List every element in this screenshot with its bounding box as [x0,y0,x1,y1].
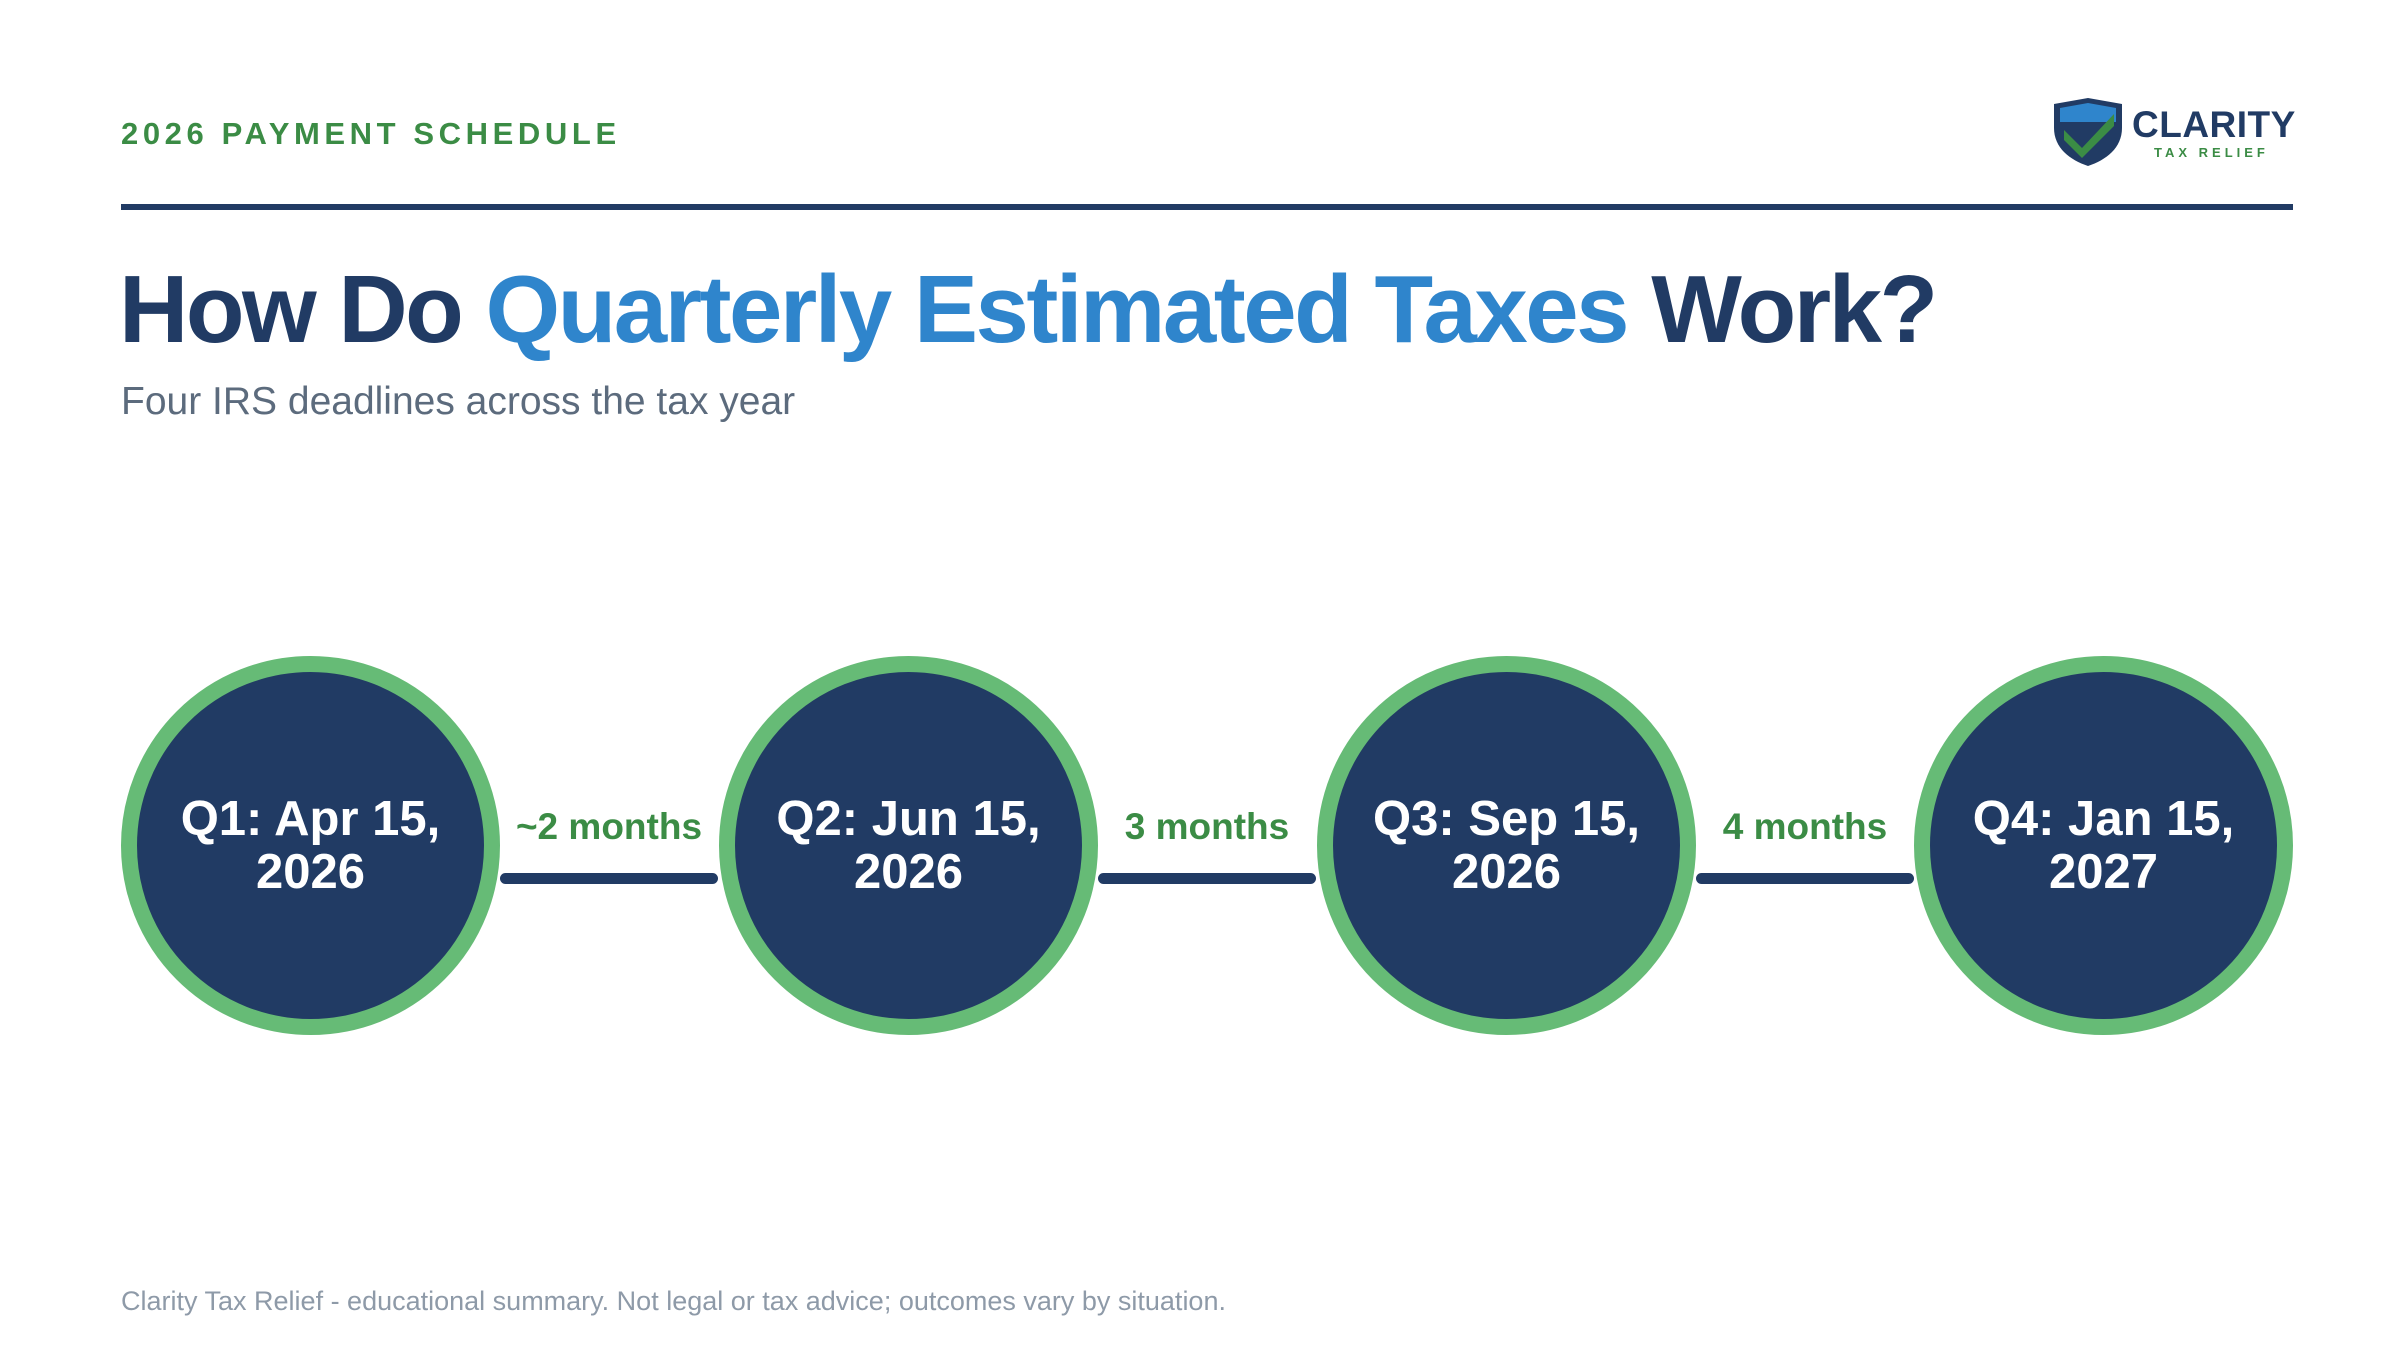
header-divider [121,204,2293,210]
logo-tagline: TAX RELIEF [2154,145,2269,160]
deadline-node-q3: Q3: Sep 15, 2026 [1317,656,1696,1035]
brand-logo: CLARITY TAX RELIEF [2050,96,2295,168]
deadline-node-q1: Q1: Apr 15, 2026 [121,656,500,1035]
title-highlight: Quarterly Estimated Taxes [485,256,1629,363]
title-part-1: How Do [119,256,486,363]
connector-3 [1696,873,1914,884]
deadline-label-q3: Q3: Sep 15, 2026 [1373,791,1640,899]
footer-disclaimer: Clarity Tax Relief - educational summary… [121,1286,1226,1316]
deadline-label-q1: Q1: Apr 15, 2026 [180,791,441,899]
deadline-node-q2: Q2: Jun 15, 2026 [719,656,1098,1035]
eyebrow-label: 2026 PAYMENT SCHEDULE [121,116,621,151]
connector-2 [1098,873,1316,884]
title-part-2: Work? [1627,256,1938,363]
gap-label-3: 4 months [1722,806,1888,847]
page-title: How Do Quarterly Estimated Taxes Work? [119,255,1938,365]
logo-wordmark: CLARITY [2132,104,2296,145]
deadline-node-q4: Q4: Jan 15, 2027 [1914,656,2293,1035]
deadline-label-q4: Q4: Jan 15, 2027 [1972,791,2235,899]
shield-check-icon [2054,98,2122,166]
page-subtitle: Four IRS deadlines across the tax year [121,380,796,423]
connector-1 [500,873,718,884]
gap-label-2: 3 months [1124,806,1290,847]
gap-label-1: ~2 months [515,806,703,847]
deadline-label-q2: Q2: Jun 15, 2026 [776,791,1041,899]
